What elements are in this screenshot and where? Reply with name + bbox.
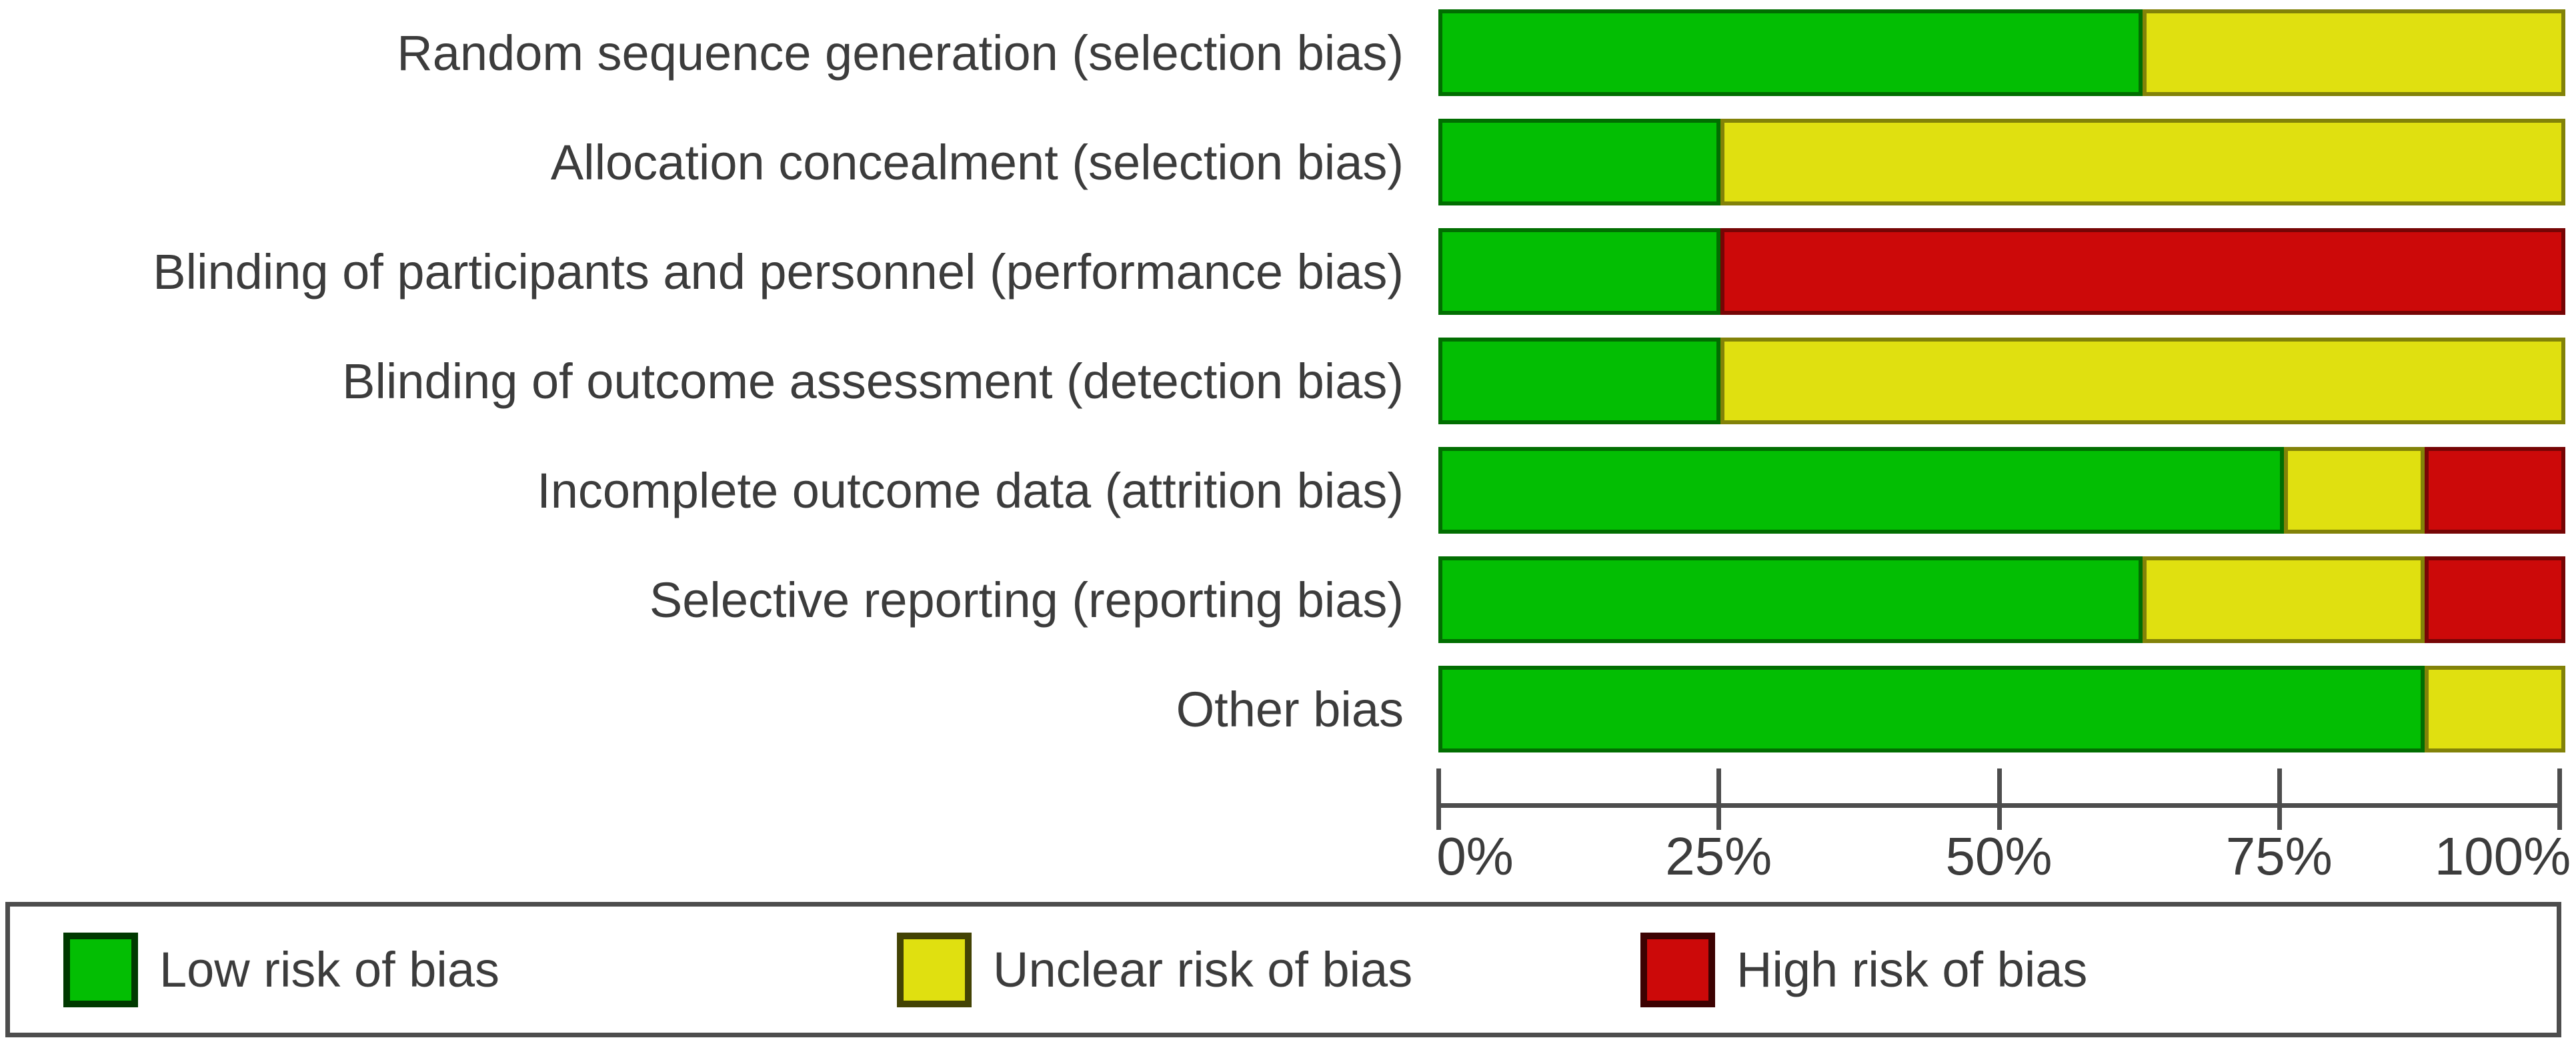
- legend-label: High risk of bias: [1736, 942, 2088, 997]
- chart-row: Blinding of participants and personnel (…: [0, 228, 2576, 315]
- chart-row: Blinding of outcome assessment (detectio…: [0, 338, 2576, 424]
- category-label: Random sequence generation (selection bi…: [397, 25, 1404, 81]
- segment-low-risk: [1438, 119, 1720, 205]
- segment-high-risk: [1720, 228, 2565, 315]
- legend: Low risk of bias Unclear risk of bias High…: [5, 902, 2561, 1037]
- category-label: Blinding of participants and personnel (…: [153, 243, 1404, 300]
- segment-unclear-risk: [1720, 338, 2565, 424]
- stacked-bar: [1438, 228, 2565, 315]
- unclear-risk-swatch: [897, 932, 972, 1007]
- stacked-bar: [1438, 9, 2565, 96]
- stacked-bar: [1438, 447, 2565, 534]
- x-axis-tick: [1716, 768, 1722, 830]
- stacked-bar: [1438, 556, 2565, 643]
- x-axis-tick-label: 0%: [1436, 827, 1514, 886]
- chart-row: Allocation concealment (selection bias): [0, 119, 2576, 205]
- legend-label: Low risk of bias: [159, 942, 499, 997]
- segment-unclear-risk: [2143, 556, 2425, 643]
- segment-unclear-risk: [1720, 119, 2565, 205]
- segment-low-risk: [1438, 228, 1720, 315]
- category-label: Incomplete outcome data (attrition bias): [537, 462, 1404, 518]
- x-axis-tick-label: 25%: [1665, 827, 1772, 886]
- category-label: Blinding of outcome assessment (detectio…: [342, 353, 1404, 409]
- segment-unclear-risk: [2424, 666, 2565, 752]
- chart-row: Random sequence generation (selection bi…: [0, 9, 2576, 96]
- segment-low-risk: [1438, 9, 2143, 96]
- legend-label: Unclear risk of bias: [993, 942, 1413, 997]
- segment-low-risk: [1438, 447, 2284, 534]
- segment-low-risk: [1438, 666, 2425, 752]
- legend-item-low-risk: Low risk of bias: [63, 932, 499, 1007]
- x-axis-tick: [2277, 768, 2282, 830]
- chart-row: Other bias: [0, 666, 2576, 752]
- chart-row: Incomplete outcome data (attrition bias): [0, 447, 2576, 534]
- legend-item-unclear-risk: Unclear risk of bias: [897, 932, 1413, 1007]
- segment-high-risk: [2424, 556, 2565, 643]
- chart-row: Selective reporting (reporting bias): [0, 556, 2576, 643]
- stacked-bar: [1438, 338, 2565, 424]
- category-label: Other bias: [1176, 681, 1404, 737]
- legend-item-high-risk: High risk of bias: [1640, 932, 2088, 1007]
- segment-low-risk: [1438, 338, 1720, 424]
- high-risk-swatch: [1640, 932, 1715, 1007]
- x-axis-tick-label: 50%: [1945, 827, 2053, 886]
- x-axis-tick: [2557, 768, 2562, 830]
- low-risk-swatch: [63, 932, 138, 1007]
- category-label: Allocation concealment (selection bias): [550, 134, 1404, 190]
- segment-unclear-risk: [2283, 447, 2425, 534]
- x-axis-tick-label: 75%: [2225, 827, 2333, 886]
- segment-low-risk: [1438, 556, 2143, 643]
- x-axis-tick-label: 100%: [2434, 827, 2571, 886]
- x-axis-tick: [1997, 768, 2002, 830]
- category-label: Selective reporting (reporting bias): [649, 572, 1404, 628]
- x-axis-tick: [1436, 768, 1441, 830]
- segment-high-risk: [2424, 447, 2565, 534]
- stacked-bar: [1438, 666, 2565, 752]
- stacked-bar: [1438, 119, 2565, 205]
- segment-unclear-risk: [2143, 9, 2565, 96]
